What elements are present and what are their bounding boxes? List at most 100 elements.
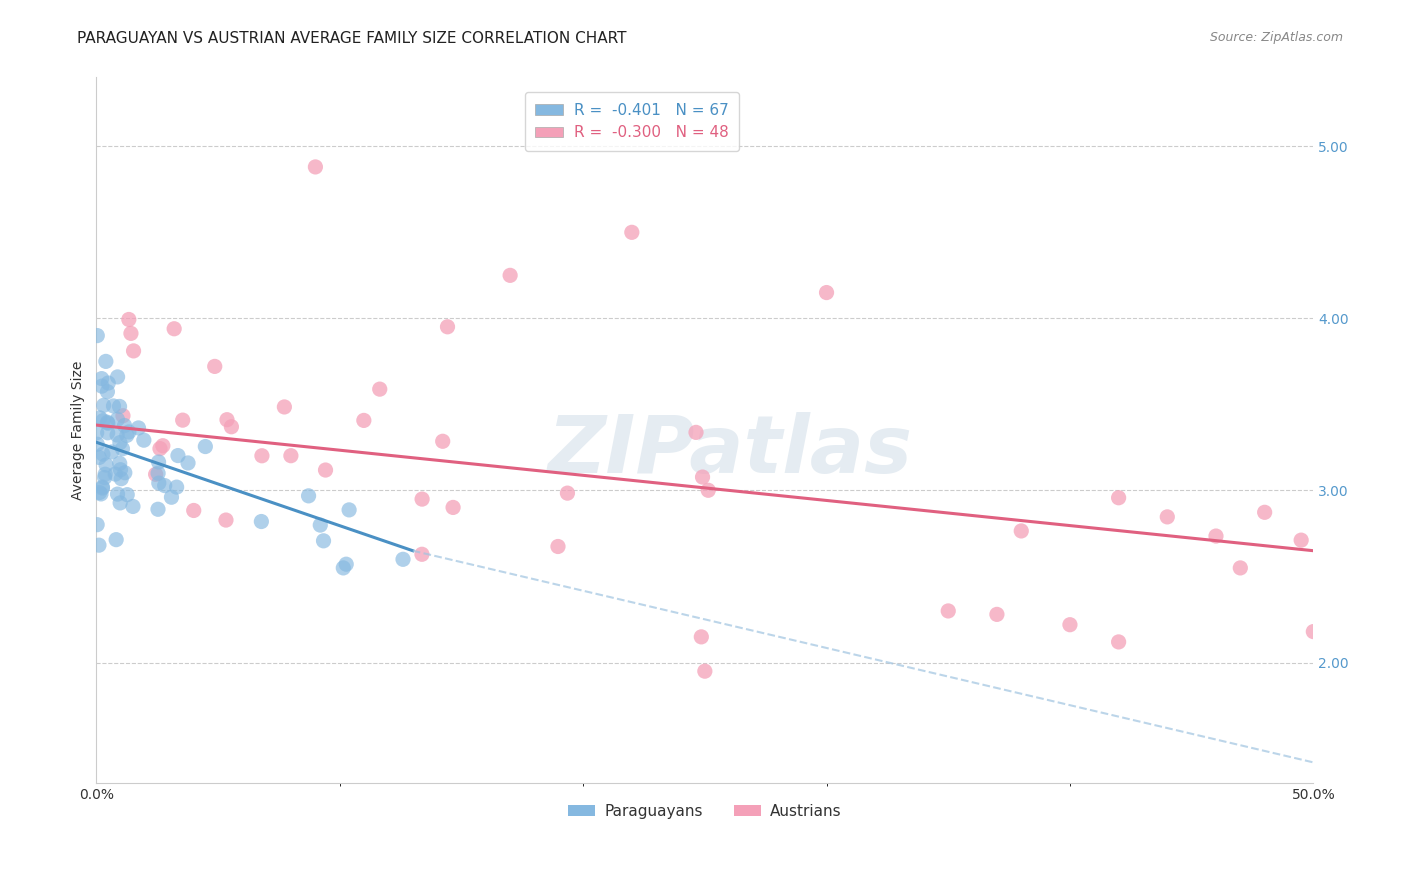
Point xyxy=(547,540,569,554)
Point xyxy=(108,496,131,510)
Point xyxy=(693,664,716,678)
Point xyxy=(309,518,332,533)
Text: ZIPatlas: ZIPatlas xyxy=(547,412,911,491)
Point xyxy=(114,466,136,480)
Point xyxy=(368,382,391,396)
Point xyxy=(936,604,959,618)
Point xyxy=(96,384,118,399)
Point xyxy=(110,463,132,477)
Point xyxy=(110,472,132,486)
Point xyxy=(93,398,115,412)
Point xyxy=(94,354,117,368)
Point xyxy=(107,487,129,501)
Point xyxy=(183,503,205,517)
Point xyxy=(86,517,108,532)
Point xyxy=(1108,635,1130,649)
Point xyxy=(250,515,273,529)
Point xyxy=(1229,561,1251,575)
Point xyxy=(96,415,118,429)
Point xyxy=(692,470,714,484)
Point xyxy=(97,376,120,390)
Point xyxy=(337,503,360,517)
Point xyxy=(160,490,183,504)
Point xyxy=(441,500,464,515)
Point xyxy=(132,433,155,447)
Y-axis label: Average Family Size: Average Family Size xyxy=(72,360,86,500)
Point xyxy=(204,359,226,374)
Point xyxy=(172,413,194,427)
Point xyxy=(153,478,176,492)
Point xyxy=(690,630,713,644)
Point xyxy=(436,319,458,334)
Point xyxy=(411,492,433,507)
Text: PARAGUAYAN VS AUSTRIAN AVERAGE FAMILY SIZE CORRELATION CHART: PARAGUAYAN VS AUSTRIAN AVERAGE FAMILY SI… xyxy=(77,31,627,46)
Point xyxy=(304,160,326,174)
Point xyxy=(94,458,117,472)
Point xyxy=(103,399,125,413)
Point xyxy=(108,435,131,450)
Point xyxy=(90,371,112,385)
Point xyxy=(221,419,243,434)
Point xyxy=(149,442,172,456)
Point xyxy=(411,547,433,561)
Point xyxy=(557,486,579,500)
Point xyxy=(167,449,190,463)
Point xyxy=(392,552,415,566)
Point xyxy=(111,409,134,423)
Point xyxy=(146,467,169,481)
Point xyxy=(620,225,643,239)
Point xyxy=(120,326,142,341)
Point xyxy=(118,425,141,439)
Point xyxy=(166,480,188,494)
Point xyxy=(91,481,114,495)
Point xyxy=(107,370,129,384)
Point xyxy=(114,418,136,433)
Point xyxy=(86,437,108,451)
Point xyxy=(105,533,128,547)
Point xyxy=(89,485,111,500)
Point xyxy=(146,502,169,516)
Point xyxy=(685,425,707,440)
Point xyxy=(118,312,141,326)
Point xyxy=(297,489,319,503)
Point xyxy=(115,488,138,502)
Point xyxy=(89,410,111,425)
Point xyxy=(90,379,112,393)
Point xyxy=(122,500,145,514)
Point xyxy=(315,463,337,477)
Point xyxy=(104,467,127,481)
Point xyxy=(148,476,170,491)
Point xyxy=(127,421,149,435)
Point xyxy=(122,343,145,358)
Point xyxy=(1059,617,1081,632)
Point xyxy=(353,413,375,427)
Point xyxy=(273,400,295,414)
Point xyxy=(1108,491,1130,505)
Point xyxy=(100,445,122,459)
Point xyxy=(108,400,131,414)
Point xyxy=(335,558,357,572)
Point xyxy=(215,513,238,527)
Point xyxy=(1010,524,1032,538)
Point xyxy=(115,428,138,442)
Point xyxy=(86,425,108,440)
Point xyxy=(332,561,354,575)
Point xyxy=(177,456,200,470)
Point xyxy=(499,268,522,283)
Point xyxy=(93,470,115,484)
Point xyxy=(1289,533,1312,548)
Point xyxy=(312,533,335,548)
Point xyxy=(105,428,128,442)
Point xyxy=(815,285,838,300)
Point xyxy=(87,538,110,552)
Text: Source: ZipAtlas.com: Source: ZipAtlas.com xyxy=(1209,31,1343,45)
Point xyxy=(986,607,1008,622)
Point xyxy=(194,440,217,454)
Point xyxy=(163,322,186,336)
Point xyxy=(145,467,167,482)
Point xyxy=(97,416,120,430)
Point xyxy=(90,487,112,501)
Point xyxy=(91,447,114,461)
Point xyxy=(97,425,120,440)
Point xyxy=(91,480,114,494)
